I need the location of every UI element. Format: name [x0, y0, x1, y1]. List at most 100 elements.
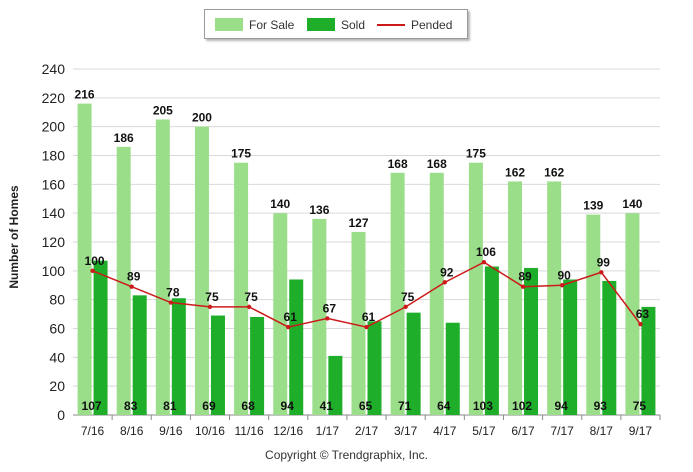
bar-for-sale: [390, 172, 405, 415]
point-pended: [364, 324, 369, 330]
data-label-for-sale: 205: [153, 103, 173, 117]
bar-sold: [328, 355, 343, 415]
y-tick-label: 140: [42, 205, 66, 221]
point-pended: [168, 300, 174, 305]
data-label-sold: 107: [82, 399, 102, 413]
data-label-sold: 71: [398, 399, 412, 413]
y-tick-label: 40: [49, 349, 65, 365]
x-tick-label: 12/16: [273, 424, 303, 438]
data-label-for-sale: 200: [192, 111, 212, 125]
bar-for-sale: [234, 162, 249, 415]
data-label-pended: 63: [636, 307, 650, 321]
data-label-pended: 61: [284, 310, 298, 324]
legend-swatch-pended: [377, 24, 405, 26]
y-tick-label: 80: [49, 292, 65, 308]
y-tick-label: 100: [42, 263, 66, 279]
data-label-for-sale: 168: [427, 157, 447, 171]
data-label-for-sale: 139: [583, 199, 603, 213]
bar-sold: [210, 315, 225, 415]
data-label-for-sale: 175: [231, 147, 251, 161]
x-tick-label: 11/16: [235, 424, 264, 438]
bar-for-sale: [429, 172, 444, 415]
data-label-for-sale: 127: [348, 216, 368, 230]
y-tick-label: 240: [42, 61, 66, 77]
y-tick-label: 20: [49, 378, 65, 394]
point-pended: [599, 270, 604, 275]
data-label-sold: 83: [124, 399, 138, 413]
x-tick-label: 9/16: [159, 424, 183, 438]
bar-sold: [367, 321, 382, 415]
bar-sold: [524, 267, 539, 415]
bar-for-sale: [468, 162, 483, 415]
x-tick-label: 1/17: [316, 424, 340, 438]
bar-for-sale: [312, 218, 327, 415]
y-tick-label: 160: [42, 176, 66, 192]
data-label-sold: 93: [594, 399, 608, 413]
legend: For Sale Sold Pended: [204, 9, 468, 39]
data-label-sold: 94: [554, 399, 568, 413]
bar-for-sale: [586, 214, 601, 415]
point-pended: [90, 268, 95, 274]
legend-item-for-sale: For Sale: [215, 17, 294, 33]
y-tick-label: 60: [49, 321, 65, 337]
data-label-pended: 89: [127, 270, 141, 284]
bar-for-sale: [547, 181, 562, 415]
x-tick-label: 5/17: [472, 424, 496, 438]
data-label-sold: 81: [163, 399, 177, 413]
bar-for-sale: [194, 126, 209, 416]
bar-sold: [563, 279, 578, 415]
data-label-sold: 75: [633, 399, 647, 413]
point-pended: [129, 284, 134, 289]
legend-label-pended: Pended: [411, 18, 453, 32]
legend-swatch-for-sale: [215, 18, 243, 31]
bar-for-sale: [155, 119, 170, 415]
point-pended: [207, 304, 213, 310]
data-label-pended: 99: [597, 255, 611, 269]
bar-sold: [93, 260, 108, 415]
bar-sold: [289, 279, 304, 415]
y-tick-label: 0: [57, 407, 65, 423]
y-tick-label: 220: [42, 90, 66, 106]
point-pended: [638, 321, 643, 327]
bar-sold: [406, 312, 421, 415]
y-axis-title: Number of Homes: [7, 185, 21, 289]
point-pended: [481, 259, 487, 265]
legend-item-pended: Pended: [377, 17, 452, 33]
data-label-for-sale: 186: [114, 131, 134, 145]
x-tick-label: 2/17: [355, 424, 379, 438]
data-label-sold: 68: [241, 399, 255, 413]
data-label-for-sale: 140: [622, 197, 642, 211]
data-label-sold: 69: [202, 399, 216, 413]
data-label-for-sale: 216: [75, 88, 95, 102]
point-pended: [559, 283, 565, 288]
data-label-sold: 41: [320, 399, 334, 413]
legend-label-sold: Sold: [341, 18, 366, 32]
data-label-pended: 92: [440, 265, 454, 279]
bar-sold: [602, 280, 617, 415]
bar-sold: [250, 316, 265, 415]
data-label-for-sale: 168: [388, 157, 408, 171]
point-pended: [442, 280, 447, 285]
bar-for-sale: [508, 181, 523, 415]
bar-sold: [171, 298, 186, 415]
data-label-for-sale: 162: [505, 165, 525, 179]
bar-for-sale: [273, 213, 288, 415]
point-pended: [520, 284, 526, 289]
x-tick-label: 8/16: [120, 424, 144, 438]
legend-item-sold: Sold: [307, 17, 365, 33]
point-pended: [286, 324, 291, 330]
legend-label-for-sale: For Sale: [249, 18, 295, 32]
data-label-pended: 89: [518, 270, 532, 284]
point-pended: [325, 316, 330, 321]
x-tick-label: 9/17: [629, 424, 653, 438]
data-label-pended: 75: [244, 290, 258, 304]
bar-sold: [484, 266, 499, 415]
x-tick-label: 6/17: [511, 424, 535, 438]
x-tick-label: 7/16: [81, 424, 105, 438]
data-label-for-sale: 140: [270, 197, 290, 211]
bar-sold: [132, 295, 147, 415]
bar-for-sale: [77, 103, 92, 415]
bar-sold: [445, 322, 460, 415]
data-label-for-sale: 175: [466, 147, 486, 161]
data-label-pended: 78: [166, 286, 180, 300]
